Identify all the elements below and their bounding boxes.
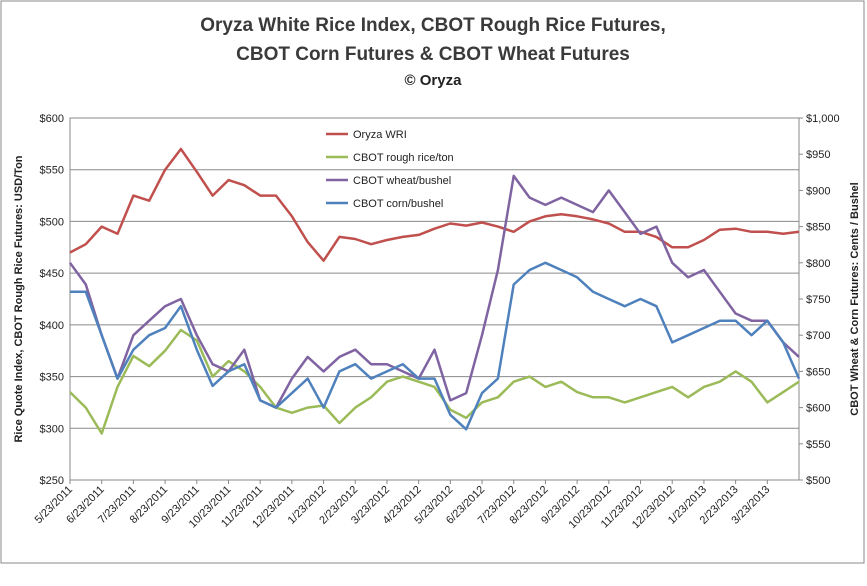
y-tick-label: $300 <box>40 423 64 435</box>
y2-tick-label: $1,000 <box>806 113 840 125</box>
y2-tick-label: $900 <box>806 185 830 197</box>
y2-tick-label: $500 <box>806 475 830 487</box>
series-line <box>68 174 800 409</box>
y2-tick-label: $700 <box>806 330 830 342</box>
y-tick-label: $250 <box>40 475 64 487</box>
y2-tick-label: $600 <box>806 403 830 415</box>
y-tick-label: $600 <box>40 113 64 125</box>
chart-border <box>0 0 865 564</box>
series-line <box>70 261 801 431</box>
legend-label: CBOT wheat/bushel <box>353 175 451 187</box>
y-tick-label: $500 <box>40 216 64 228</box>
legend-label: CBOT corn/bushel <box>353 198 443 210</box>
y2-tick-label: $950 <box>806 149 830 161</box>
series-line <box>69 147 800 262</box>
y2-tick-label: $750 <box>806 294 830 306</box>
legend-label: Oryza WRI <box>353 129 407 141</box>
chart-credit: © Oryza <box>405 72 463 89</box>
y2-tick-label: $650 <box>806 366 830 378</box>
legend-label: CBOT rough rice/ton <box>353 152 454 164</box>
y-tick-label: $350 <box>40 372 64 384</box>
y2-axis-title: CBOT Wheat & Corn Futures: Cents / Bushe… <box>849 182 861 415</box>
chart-subtitle: CBOT Corn Futures & CBOT Wheat Futures <box>236 44 630 65</box>
chart-title: Oryza White Rice Index, CBOT Rough Rice … <box>200 15 666 36</box>
y2-tick-label: $550 <box>806 439 830 451</box>
plot-frame <box>69 117 800 481</box>
y2-tick-label: $850 <box>806 222 830 234</box>
y-axis-title: Rice Quote Index, CBOT Rough Rice Future… <box>13 155 25 442</box>
y2-tick-label: $800 <box>806 258 830 270</box>
y-tick-label: $450 <box>40 268 64 280</box>
y-tick-label: $400 <box>40 320 64 332</box>
y-tick-label: $550 <box>40 165 64 177</box>
